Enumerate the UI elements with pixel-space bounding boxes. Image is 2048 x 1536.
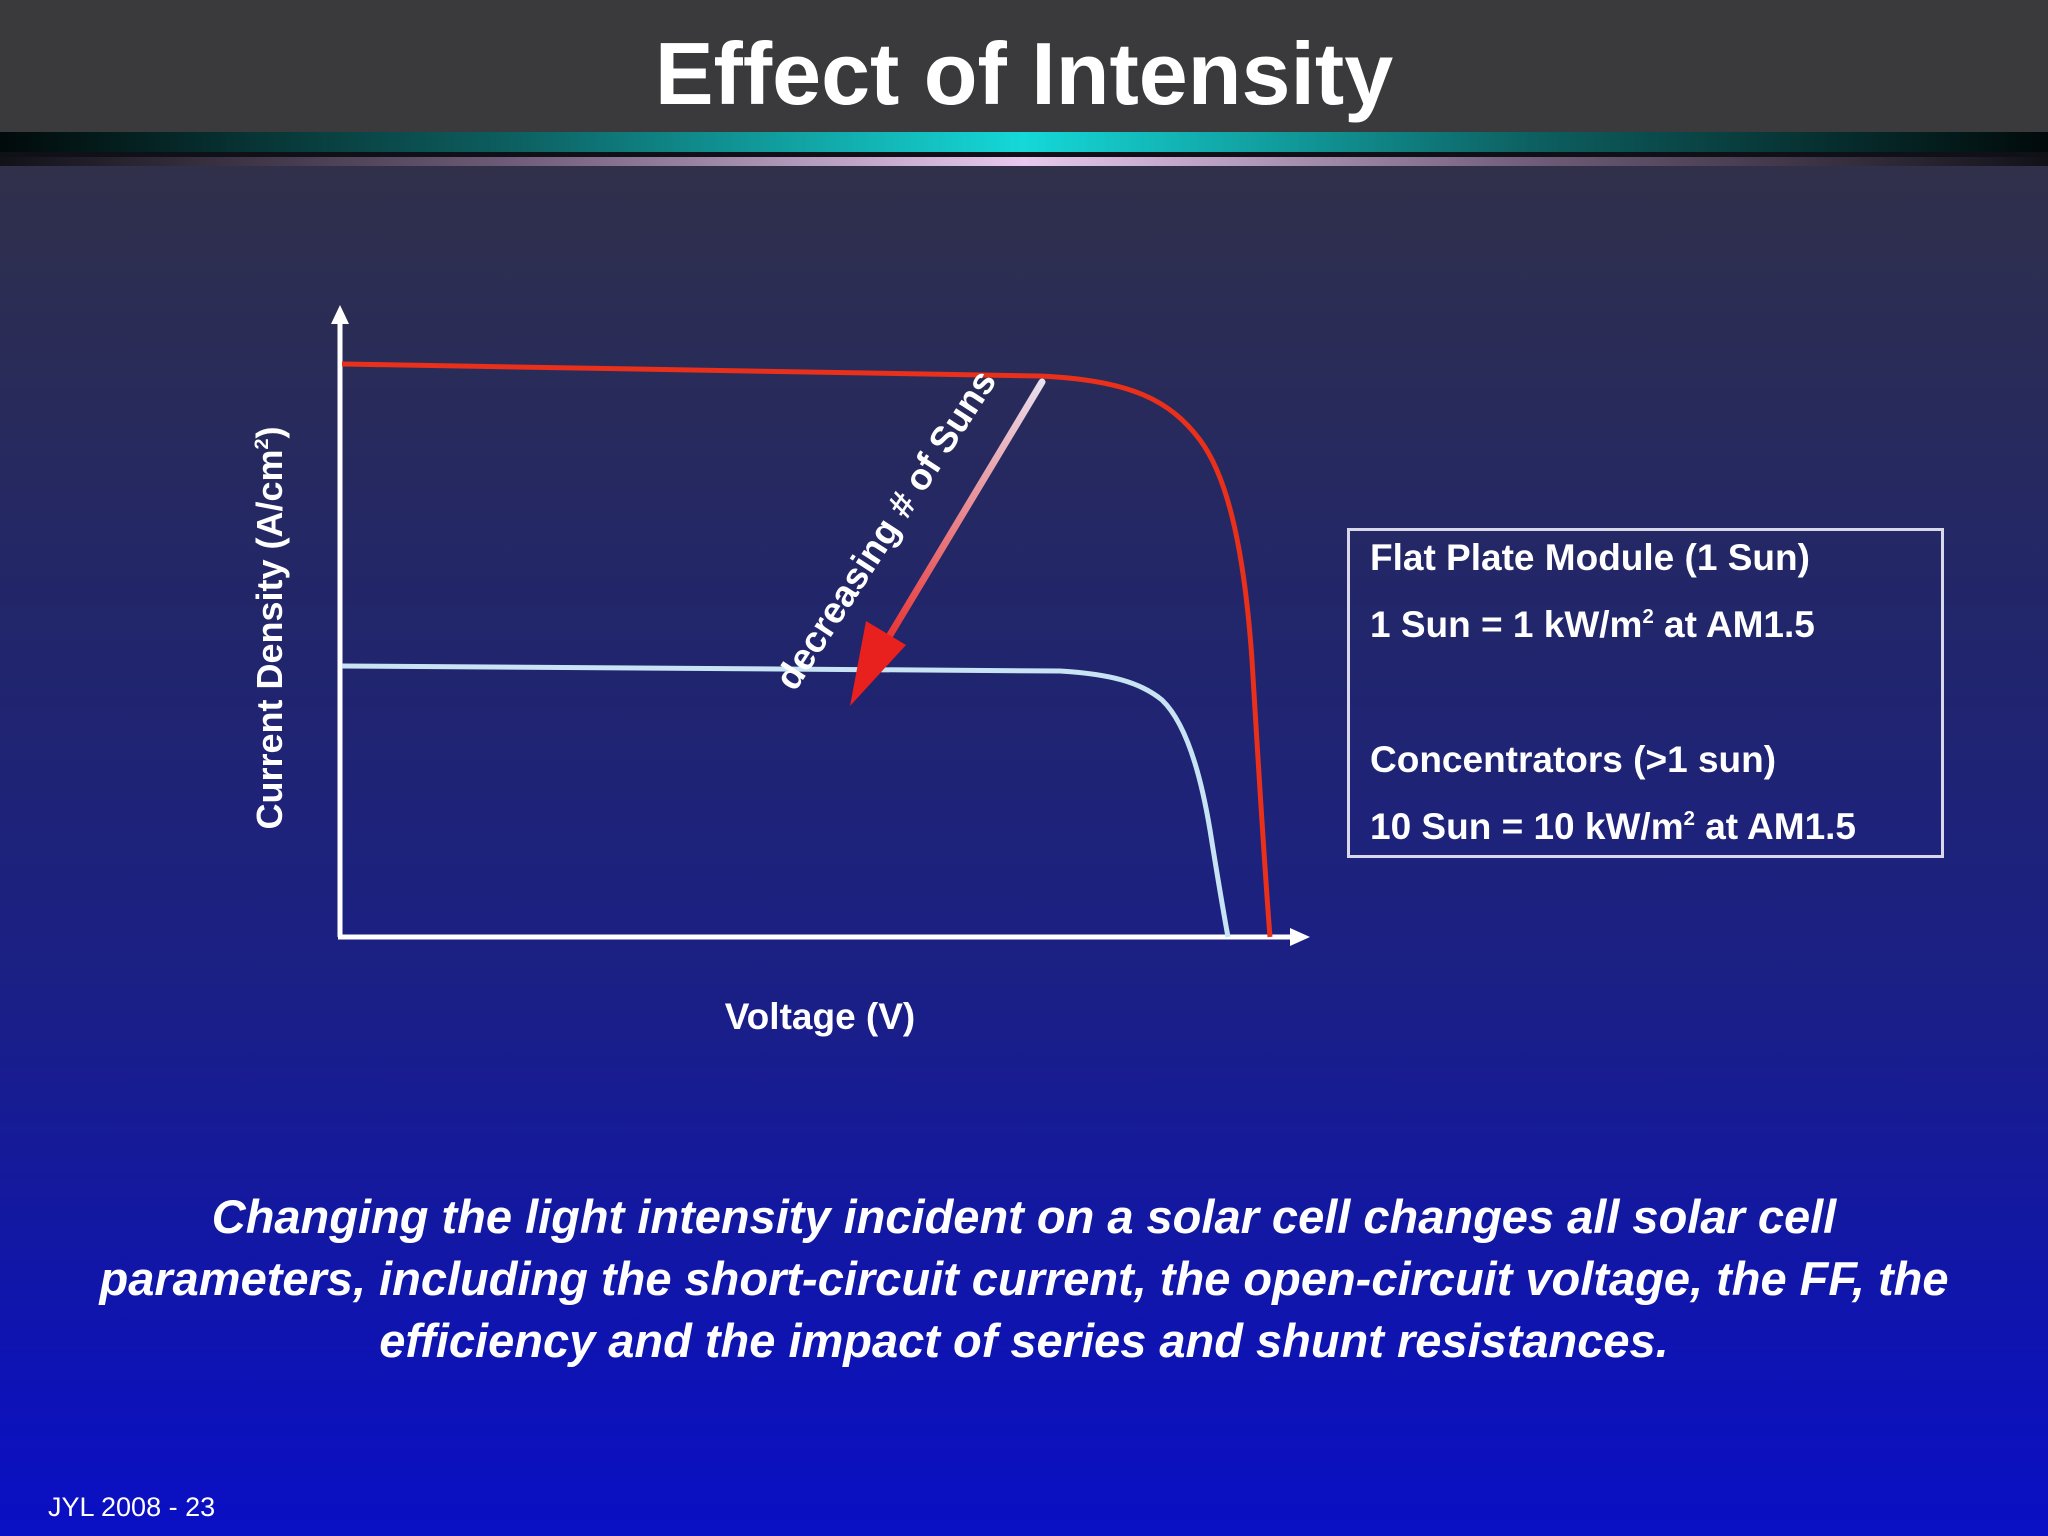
y-axis-label: Current Density (A/cm2) bbox=[249, 426, 290, 830]
iv-curve-high-intensity bbox=[341, 361, 1273, 938]
legend-ten-sun-definition: 10 Sun = 10 kW/m2 at AM1.5 bbox=[1370, 806, 1856, 847]
slide-footer: JYL 2008 - 23 bbox=[48, 1492, 216, 1522]
title-bar: Effect of Intensity bbox=[0, 0, 2048, 132]
header-rule-pink bbox=[0, 157, 2048, 166]
legend-concentrators-title: Concentrators (>1 sun) bbox=[1370, 739, 1777, 780]
y-axis-arrowhead bbox=[331, 305, 349, 324]
header-rule-teal bbox=[0, 132, 2048, 152]
x-axis-label: Voltage (V) bbox=[724, 996, 916, 1037]
x-axis-arrowhead bbox=[1290, 928, 1310, 946]
decreasing-suns-arrowhead bbox=[850, 621, 906, 706]
slide-title: Effect of Intensity bbox=[654, 24, 1394, 123]
slide-caption: Changing the light intensity incident on… bbox=[99, 1190, 1949, 1367]
legend-one-sun-definition: 1 Sun = 1 kW/m2 at AM1.5 bbox=[1370, 604, 1815, 645]
legend-flat-plate-title: Flat Plate Module (1 Sun) bbox=[1370, 537, 1810, 578]
iv-curve-low-intensity bbox=[341, 663, 1231, 938]
intensity-legend-box: Flat Plate Module (1 Sun) 1 Sun = 1 kW/m… bbox=[1347, 528, 1944, 858]
decreasing-suns-arrow bbox=[874, 378, 1046, 659]
header-rule-gap bbox=[0, 152, 2048, 157]
